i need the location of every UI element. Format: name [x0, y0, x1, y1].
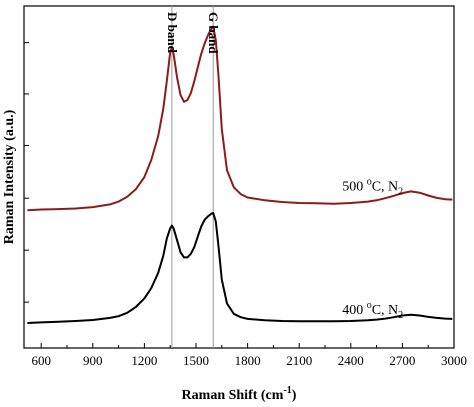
x-tick-label: 2400 [338, 353, 364, 368]
band-label-1: D band [165, 12, 180, 54]
x-tick-label: 900 [83, 353, 103, 368]
series-annotation-1: 500 oC, N2 [342, 177, 403, 198]
y-axis-label: Raman Intensity (a.u.) [2, 109, 17, 244]
x-tick-label: 3000 [441, 353, 467, 368]
plot-frame [23, 5, 455, 349]
x-tick-label: 1800 [235, 353, 261, 368]
series-annotation-2: 400 oC, N2 [342, 300, 403, 321]
x-tick-label: 2700 [389, 353, 415, 368]
x-tick-label: 1200 [131, 353, 157, 368]
series-line-2 [27, 211, 453, 324]
x-tick-label: 2100 [286, 353, 312, 368]
band-label-2: G band [206, 12, 221, 54]
x-tick-label: 1500 [183, 353, 209, 368]
x-tick-label: 600 [31, 353, 51, 368]
x-axis-label: Raman Shift (cm-1) [182, 385, 297, 403]
series-line-1 [27, 25, 453, 212]
